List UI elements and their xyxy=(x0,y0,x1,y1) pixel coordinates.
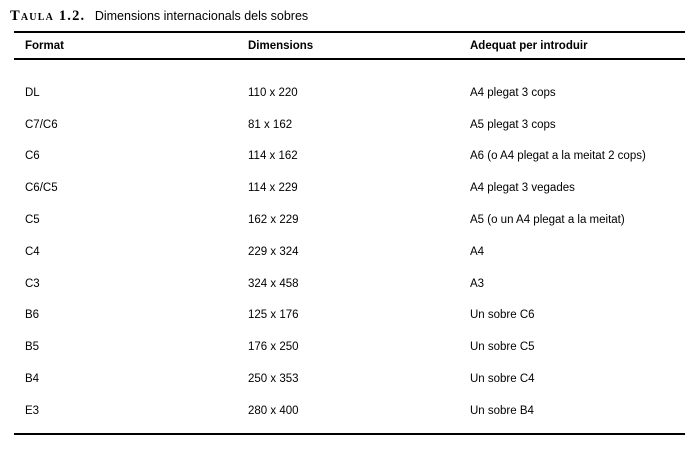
table-caption: Taula 1.2. Dimensions internacionals del… xyxy=(10,7,308,25)
dimensions-cell: 324 x 458 xyxy=(248,277,299,290)
table-row: C4 229 x 324 A4 xyxy=(25,236,685,268)
dimensions-cell: 114 x 229 xyxy=(248,182,298,195)
table-caption-text: Dimensions internacionals dels sobres xyxy=(94,9,309,23)
suitable-cell: A5 (o un A4 plegat a la meitat) xyxy=(470,214,625,227)
dimensions-cell: 229 x 324 xyxy=(248,245,299,258)
suitable-cell: A4 plegat 3 cops xyxy=(470,86,556,99)
dimensions-cell: 114 x 162 xyxy=(248,150,298,163)
dimensions-cell: 162 x 229 xyxy=(248,214,299,227)
suitable-cell: A3 xyxy=(470,277,485,290)
dimensions-cell: 125 x 176 xyxy=(248,309,299,322)
suitable-cell: A4 xyxy=(470,245,485,258)
suitable-cell: A6 (o A4 plegat a la meitat 2 cops) xyxy=(470,150,646,163)
table-caption-label: Taula 1.2. xyxy=(10,8,86,24)
table-row: B6 125 x 176 Un sobre C6 xyxy=(25,300,685,332)
dimensions-cell: 250 x 353 xyxy=(248,373,299,386)
format-cell: C4 xyxy=(25,245,40,258)
dimensions-cell: 176 x 250 xyxy=(248,341,299,354)
table-row: C6/C5 114 x 229 A4 plegat 3 vegades xyxy=(25,172,685,204)
suitable-cell: Un sobre C5 xyxy=(470,341,535,354)
table-row: E3 280 x 400 Un sobre B4 xyxy=(25,395,685,427)
table-row: C5 162 x 229 A5 (o un A4 plegat a la mei… xyxy=(25,204,685,236)
table-row: DL 110 x 220 A4 plegat 3 cops xyxy=(25,77,685,109)
format-cell: C6 xyxy=(25,150,40,163)
suitable-cell: Un sobre B4 xyxy=(470,404,534,417)
format-cell: C3 xyxy=(25,277,40,290)
table-row: B4 250 x 353 Un sobre C4 xyxy=(25,363,685,395)
column-header-suitable-for: Adequat per introduir xyxy=(470,39,588,52)
table-row: C3 324 x 458 A3 xyxy=(25,268,685,300)
format-cell: C7/C6 xyxy=(25,118,58,131)
envelope-dimensions-table: Format Dimensions Adequat per introduir … xyxy=(14,31,685,435)
table-row: C7/C6 81 x 162 A5 plegat 3 cops xyxy=(25,109,685,141)
suitable-cell: A4 plegat 3 vegades xyxy=(470,182,575,195)
format-cell: C6/C5 xyxy=(25,182,58,195)
suitable-cell: Un sobre C6 xyxy=(470,309,535,322)
format-cell: B4 xyxy=(25,373,40,386)
format-cell: DL xyxy=(25,86,40,99)
suitable-cell: Un sobre C4 xyxy=(470,373,535,386)
suitable-cell: A5 plegat 3 cops xyxy=(470,118,556,131)
column-header-format: Format xyxy=(25,39,64,52)
table-header-row: Format Dimensions Adequat per introduir xyxy=(14,33,685,60)
dimensions-cell: 280 x 400 xyxy=(248,404,299,417)
format-cell: B6 xyxy=(25,309,40,322)
table-row: C6 114 x 162 A6 (o A4 plegat a la meitat… xyxy=(25,141,685,173)
dimensions-cell: 110 x 220 xyxy=(248,86,298,99)
table-body: DL 110 x 220 A4 plegat 3 cops C7/C6 81 x… xyxy=(14,60,685,433)
format-cell: B5 xyxy=(25,341,40,354)
format-cell: C5 xyxy=(25,214,40,227)
column-header-dimensions: Dimensions xyxy=(248,39,314,52)
format-cell: E3 xyxy=(25,404,40,417)
dimensions-cell: 81 x 162 xyxy=(248,118,293,131)
table-row: B5 176 x 250 Un sobre C5 xyxy=(25,331,685,363)
